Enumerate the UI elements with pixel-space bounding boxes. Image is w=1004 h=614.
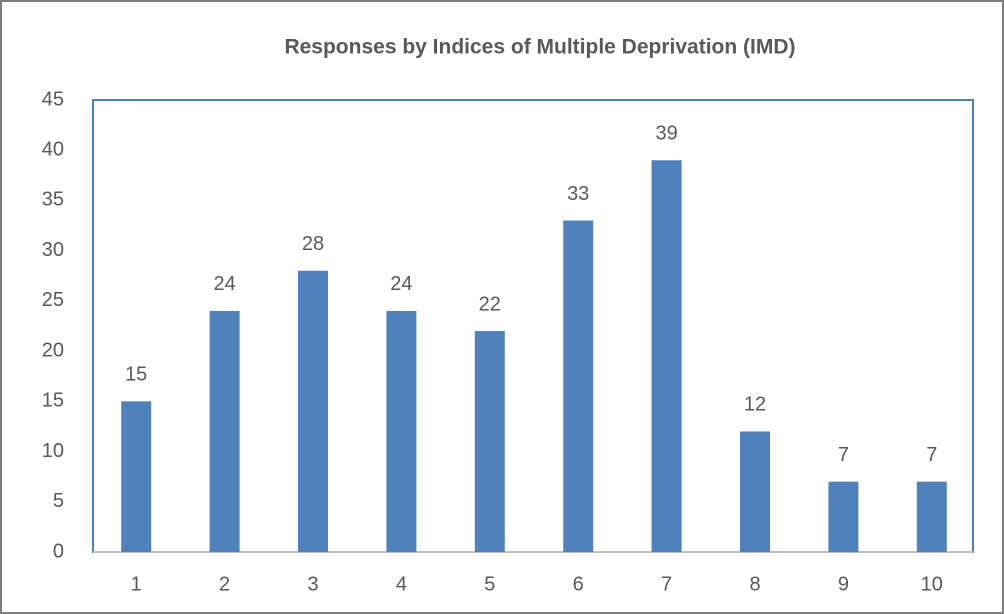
x-tick-label: 2	[219, 573, 230, 595]
x-tick-label: 4	[396, 573, 407, 595]
y-tick-label: 0	[53, 540, 64, 562]
bar	[740, 431, 770, 552]
y-tick-label: 30	[42, 239, 64, 261]
x-tick-label: 5	[484, 573, 495, 595]
y-tick-label: 25	[42, 289, 64, 311]
bar	[563, 220, 594, 553]
y-tick-label: 10	[42, 440, 64, 462]
y-tick-label: 45	[42, 88, 64, 110]
x-tick-label: 9	[838, 573, 849, 595]
x-tick-label: 3	[307, 573, 318, 595]
bar	[209, 310, 240, 552]
data-label: 7	[838, 444, 849, 466]
bar	[121, 401, 152, 552]
data-label: 39	[655, 123, 677, 145]
x-tick-label: 10	[921, 573, 943, 595]
bar	[298, 270, 328, 552]
bar	[916, 481, 947, 552]
y-tick-label: 15	[42, 390, 64, 412]
data-label: 24	[390, 273, 412, 295]
y-tick-label: 5	[53, 490, 64, 512]
y-tick-label: 35	[42, 189, 64, 211]
data-label: 7	[926, 444, 937, 466]
bar	[828, 481, 859, 552]
y-tick-label: 40	[42, 139, 64, 161]
data-label: 15	[125, 364, 147, 386]
data-label: 28	[302, 233, 324, 255]
x-tick-label: 6	[573, 573, 584, 595]
bar	[651, 160, 682, 552]
data-label: 22	[479, 293, 501, 315]
x-tick-label: 7	[661, 573, 672, 595]
data-label: 12	[744, 394, 766, 416]
bar	[386, 310, 417, 552]
x-tick-label: 1	[131, 573, 142, 595]
y-tick-label: 20	[42, 339, 64, 361]
chart-title: Responses by Indices of Multiple Depriva…	[284, 36, 795, 59]
data-label: 24	[213, 273, 235, 295]
x-tick-label: 8	[749, 573, 760, 595]
bar	[474, 331, 505, 552]
data-label: 33	[567, 183, 589, 205]
